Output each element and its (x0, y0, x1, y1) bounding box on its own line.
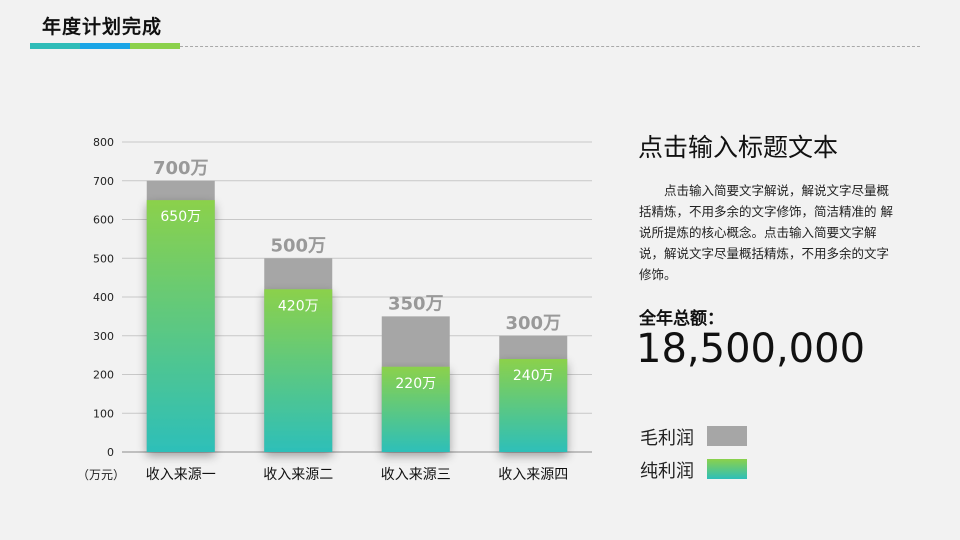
net-profit-data-label: 220万 (395, 376, 436, 392)
y-tick-label: 800 (93, 136, 114, 149)
y-tick-label: 300 (93, 330, 114, 343)
legend-label: 毛利润 (640, 428, 694, 449)
bar-net-profit (146, 200, 215, 452)
title-divider (180, 46, 920, 47)
gross-profit-data-label: 350万 (388, 293, 444, 314)
net-profit-data-label: 240万 (513, 368, 554, 384)
total-caption: 全年总额： (639, 309, 724, 329)
title-accent-bar-green (130, 43, 180, 49)
title-accent-bar-teal (30, 43, 80, 49)
x-category-label: 收入来源三 (381, 467, 451, 483)
bar-net-profit (264, 289, 333, 452)
gross-profit-data-label: 500万 (270, 235, 326, 256)
side-description: 点击输入简要文字解说，解说文字尽量概括精炼，不用多余的文字修饰，简洁精准的 解说… (639, 180, 901, 285)
y-tick-label: 500 (93, 252, 114, 265)
x-category-label: 收入来源四 (498, 467, 568, 483)
legend-swatch-gradient (707, 459, 747, 479)
bar-net-profit (499, 359, 568, 452)
net-profit-data-label: 650万 (160, 209, 201, 225)
y-tick-label: 100 (93, 407, 114, 420)
y-tick-label: 200 (93, 369, 114, 382)
page-title: 年度计划完成 (42, 16, 163, 38)
title-accent-bar-blue (80, 43, 130, 49)
gross-profit-data-label: 300万 (505, 313, 561, 334)
y-tick-label: 600 (93, 214, 114, 227)
total-amount: 18,500,000 (636, 326, 866, 372)
x-category-label: 收入来源二 (263, 467, 333, 483)
gross-profit-data-label: 700万 (153, 158, 209, 179)
legend-swatch-gray (707, 426, 747, 446)
y-tick-label: 0 (107, 446, 114, 459)
y-tick-label: 700 (93, 175, 114, 188)
legend-label: 纯利润 (640, 461, 694, 482)
y-tick-label: 400 (93, 291, 114, 304)
y-axis-unit-label: （万元） (77, 468, 125, 482)
net-profit-data-label: 420万 (278, 298, 319, 314)
bar-net-profit (381, 366, 450, 452)
x-category-label: 收入来源一 (146, 467, 216, 483)
side-heading: 点击输入标题文本 (638, 133, 839, 162)
side-description-text: 点击输入简要文字解说，解说文字尽量概括精炼，不用多余的文字修饰，简洁精准的 解说… (639, 183, 893, 282)
